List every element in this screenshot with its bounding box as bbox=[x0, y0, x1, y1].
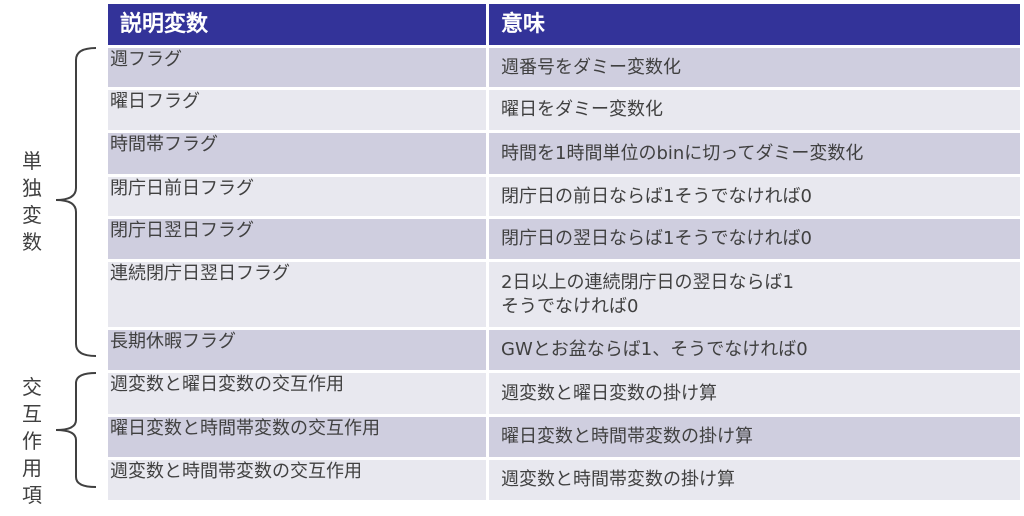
variable-cell: 曜日フラグ bbox=[108, 90, 489, 130]
table-row: 時間帯フラグ 時間を1時間単位のbinに切ってダミー変数化 bbox=[108, 133, 1020, 177]
variables-table: 説明変数 意味 週フラグ 週番号をダミー変数化 曜日フラグ 曜日をダミー変数化 時間帯フ… bbox=[108, 4, 1020, 503]
meaning-line: 曜日をダミー変数化 bbox=[501, 99, 663, 120]
variable-cell: 週変数と曜日変数の交互作用 bbox=[108, 373, 489, 414]
meaning-line: 閉庁日の翌日ならば1そうでなければ0 bbox=[501, 228, 812, 249]
table-row: 週フラグ 週番号をダミー変数化 bbox=[108, 48, 1020, 90]
meaning-line: 週変数と曜日変数の掛け算 bbox=[501, 382, 717, 404]
variable-cell: 曜日変数と時間帯変数の交互作用 bbox=[108, 417, 489, 457]
variable-cell: 閉庁日翌日フラグ bbox=[108, 219, 489, 259]
meaning-cell: 週番号をダミー変数化 bbox=[489, 48, 1020, 87]
table-row: 週変数と曜日変数の交互作用 週変数と曜日変数の掛け算 bbox=[108, 373, 1020, 417]
group-braces bbox=[55, 47, 97, 488]
table-header: 説明変数 意味 bbox=[108, 4, 1020, 48]
meaning-line: そうでなければ0 bbox=[501, 295, 639, 317]
meaning-cell: GWとお盆ならば1、そうでなければ0 bbox=[489, 330, 1020, 370]
meaning-line: 週番号をダミー変数化 bbox=[501, 56, 681, 78]
meaning-cell: 週変数と曜日変数の掛け算 bbox=[489, 373, 1020, 414]
table-row: 長期休暇フラグ GWとお盆ならば1、そうでなければ0 bbox=[108, 330, 1020, 373]
meaning-line: 閉庁日の前日ならば1そうでなければ0 bbox=[501, 185, 812, 207]
meaning-cell: 曜日をダミー変数化 bbox=[489, 90, 1020, 130]
meaning-line: 2日以上の連続閉庁日の翌日ならば1 bbox=[501, 271, 794, 293]
meaning-line: 時間を1時間単位のbinに切ってダミー変数化 bbox=[501, 142, 864, 164]
variable-cell: 閉庁日前日フラグ bbox=[108, 177, 489, 216]
table-row: 閉庁日前日フラグ 閉庁日の前日ならば1そうでなければ0 bbox=[108, 177, 1020, 219]
group-label-single: 単 独 変 数 bbox=[22, 149, 42, 254]
meaning-cell: 2日以上の連続閉庁日の翌日ならば1 そうでなければ0 bbox=[489, 262, 1020, 327]
variable-cell: 週変数と時間帯変数の交互作用 bbox=[108, 460, 489, 500]
meaning-cell: 曜日変数と時間帯変数の掛け算 bbox=[489, 417, 1020, 457]
table-row: 閉庁日翌日フラグ 閉庁日の翌日ならば1そうでなければ0 bbox=[108, 219, 1020, 262]
meaning-line: GWとお盆ならば1、そうでなければ0 bbox=[501, 339, 808, 360]
variable-cell: 連続閉庁日翌日フラグ bbox=[108, 262, 489, 327]
table-row: 連続閉庁日翌日フラグ 2日以上の連続閉庁日の翌日ならば1 そうでなければ0 bbox=[108, 262, 1020, 330]
brace-single bbox=[55, 47, 97, 357]
header-variable: 説明変数 bbox=[108, 4, 489, 45]
meaning-line: 曜日変数と時間帯変数の掛け算 bbox=[501, 426, 753, 447]
header-meaning: 意味 bbox=[489, 4, 1020, 45]
variable-cell: 週フラグ bbox=[108, 48, 489, 87]
group-label-interaction: 交 互 作 用 項 bbox=[22, 375, 42, 507]
variable-cell: 長期休暇フラグ bbox=[108, 330, 489, 370]
variable-cell: 時間帯フラグ bbox=[108, 133, 489, 174]
meaning-cell: 週変数と時間帯変数の掛け算 bbox=[489, 460, 1020, 500]
table-row: 週変数と時間帯変数の交互作用 週変数と時間帯変数の掛け算 bbox=[108, 460, 1020, 503]
meaning-cell: 閉庁日の翌日ならば1そうでなければ0 bbox=[489, 219, 1020, 259]
table-row: 曜日フラグ 曜日をダミー変数化 bbox=[108, 90, 1020, 133]
brace-interaction bbox=[55, 372, 97, 488]
meaning-cell: 閉庁日の前日ならば1そうでなければ0 bbox=[489, 177, 1020, 216]
table-row: 曜日変数と時間帯変数の交互作用 曜日変数と時間帯変数の掛け算 bbox=[108, 417, 1020, 460]
meaning-line: 週変数と時間帯変数の掛け算 bbox=[501, 469, 735, 490]
meaning-cell: 時間を1時間単位のbinに切ってダミー変数化 bbox=[489, 133, 1020, 174]
